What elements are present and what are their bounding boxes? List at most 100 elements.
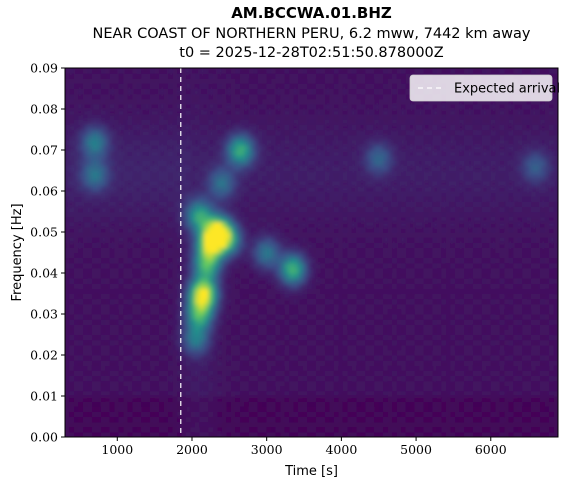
heatmap-cell xyxy=(105,355,111,361)
heatmap-cell xyxy=(217,339,223,346)
heatmap-cell xyxy=(65,298,71,305)
heatmap-cell xyxy=(315,119,322,125)
heatmap-cell xyxy=(82,247,89,254)
heatmap-cell xyxy=(266,88,272,95)
heatmap-cell xyxy=(360,411,366,418)
heatmap-cell xyxy=(253,93,259,100)
heatmap-cell xyxy=(302,329,308,336)
heatmap-cell xyxy=(342,334,348,341)
heatmap-cell xyxy=(96,144,102,151)
heatmap-cell xyxy=(271,385,277,392)
heatmap-cell xyxy=(150,93,156,100)
heatmap-cell xyxy=(230,303,236,310)
heatmap-cell xyxy=(342,165,348,172)
heatmap-cell xyxy=(163,170,169,177)
heatmap-cell xyxy=(127,232,133,238)
heatmap-cell xyxy=(293,134,299,141)
heatmap-cell xyxy=(78,185,84,192)
heatmap-cell xyxy=(177,73,183,79)
heatmap-cell xyxy=(203,206,210,213)
heatmap-cell xyxy=(374,370,380,377)
heatmap-cell xyxy=(360,88,366,95)
heatmap-cell xyxy=(69,319,75,325)
heatmap-cell xyxy=(239,237,245,243)
heatmap-cell xyxy=(226,73,232,79)
heatmap-cell xyxy=(194,406,201,412)
heatmap-cell xyxy=(235,421,241,428)
heatmap-cell xyxy=(324,73,331,79)
heatmap-cell xyxy=(100,293,106,300)
heatmap-cell xyxy=(145,370,151,377)
heatmap-cell xyxy=(69,191,75,197)
heatmap-cell xyxy=(239,278,245,284)
heatmap-cell xyxy=(82,144,89,151)
heatmap-cell xyxy=(154,165,160,172)
heatmap-cell xyxy=(109,344,115,351)
heatmap-cell xyxy=(369,293,375,300)
heatmap-cell xyxy=(302,144,308,151)
heatmap-cell xyxy=(293,83,299,90)
heatmap-cell xyxy=(315,150,322,156)
heatmap-cell xyxy=(226,380,232,387)
heatmap-cell xyxy=(132,211,138,218)
heatmap-cell xyxy=(186,180,192,187)
heatmap-cell xyxy=(329,83,335,90)
heatmap-cell xyxy=(351,88,357,95)
heatmap-cell xyxy=(141,216,147,223)
heatmap-cell xyxy=(293,360,299,366)
heatmap-cell xyxy=(82,185,89,192)
heatmap-cell xyxy=(360,349,366,356)
heatmap-cell xyxy=(127,129,133,136)
heatmap-cell xyxy=(239,314,245,320)
heatmap-cell xyxy=(136,349,142,356)
heatmap-cell xyxy=(127,221,133,228)
heatmap-cell xyxy=(203,288,210,295)
heatmap-cell xyxy=(275,334,281,341)
heatmap-cell xyxy=(212,319,218,325)
heatmap-cell xyxy=(320,385,326,392)
heatmap-cell xyxy=(127,150,133,156)
heatmap-cell xyxy=(199,160,205,166)
heatmap-cell xyxy=(199,314,205,320)
heatmap-cell xyxy=(141,170,147,177)
heatmap-cell xyxy=(253,216,259,223)
heatmap-cell xyxy=(105,380,111,387)
heatmap-cell xyxy=(226,68,232,74)
heatmap-cell xyxy=(96,329,102,336)
heatmap-cell xyxy=(145,124,151,131)
heatmap-cell xyxy=(168,155,174,161)
heatmap-cell xyxy=(82,252,89,259)
heatmap-cell xyxy=(221,124,227,131)
heatmap-cell xyxy=(302,278,308,284)
heatmap-cell xyxy=(356,175,362,182)
heatmap-cell xyxy=(239,406,245,412)
heatmap-cell xyxy=(226,129,232,136)
chart-t0-label: t0 = 2025-12-28T02:51:50.878000Z xyxy=(179,45,444,61)
heatmap-cell xyxy=(118,390,124,397)
heatmap-cell xyxy=(109,298,115,305)
heatmap-cell xyxy=(356,298,362,305)
heatmap-cell xyxy=(248,314,254,320)
heatmap-cell xyxy=(266,83,272,90)
heatmap-cell xyxy=(132,103,138,110)
heatmap-cell xyxy=(91,150,97,156)
heatmap-cell xyxy=(262,191,268,197)
heatmap-cell xyxy=(150,421,156,428)
heatmap-cell xyxy=(244,339,250,346)
heatmap-cell xyxy=(118,73,124,79)
heatmap-cell xyxy=(168,165,174,172)
heatmap-cell xyxy=(226,93,232,100)
heatmap-cell xyxy=(172,242,178,248)
heatmap-cell xyxy=(230,298,236,305)
heatmap-cell xyxy=(311,283,317,289)
heatmap-cell xyxy=(65,68,71,74)
heatmap-cell xyxy=(181,139,187,146)
heatmap-cell xyxy=(212,242,218,248)
heatmap-cell xyxy=(244,390,250,397)
heatmap-cell xyxy=(342,114,348,120)
heatmap-cell xyxy=(141,211,147,218)
heatmap-cell xyxy=(136,103,142,110)
heatmap-cell xyxy=(320,252,326,259)
heatmap-cell xyxy=(369,390,375,397)
heatmap-cell xyxy=(145,355,151,361)
